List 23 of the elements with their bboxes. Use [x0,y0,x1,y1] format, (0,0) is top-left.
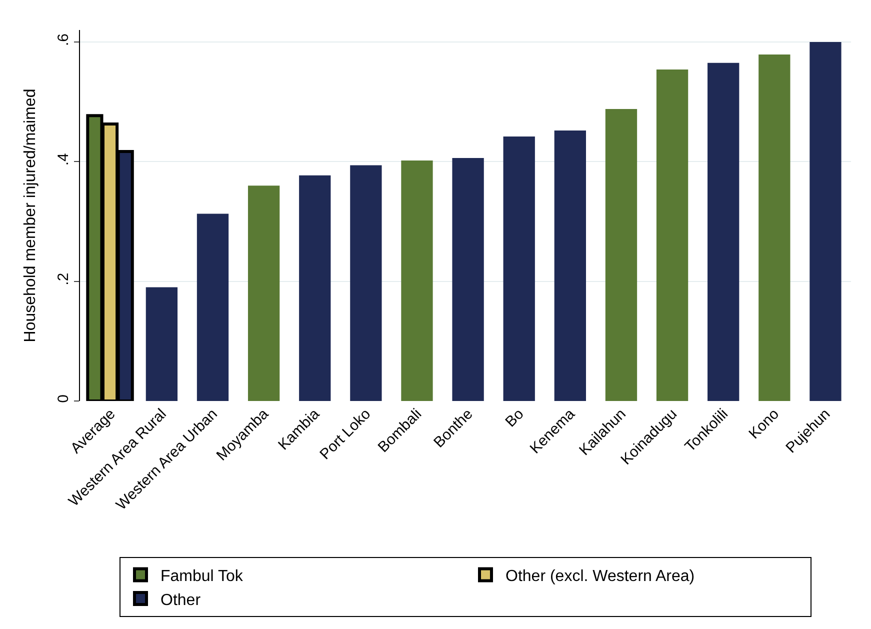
bar [758,54,790,401]
bar [248,186,280,401]
y-tick-label: 0 [55,394,72,403]
bar [708,62,740,401]
bar [503,136,535,401]
x-tick-label: Bo [502,406,528,431]
y-tick-label: .2 [55,272,72,286]
legend-label: Other (excl. Western Area) [506,568,695,585]
y-tick-label: .6 [55,33,72,46]
bar [656,69,688,401]
bar [299,175,331,401]
bar [810,42,842,401]
bar [196,214,229,401]
bar [605,108,638,401]
y-tick-label: .4 [55,153,72,166]
bar [146,287,178,401]
bar [554,130,586,401]
legend-label: Other [160,592,202,609]
bar [350,165,382,401]
y-axis-title: Household member injured/maimed [22,88,39,342]
bar [401,160,433,401]
bar [452,158,484,401]
legend-label: Fambul Tok [160,568,244,585]
